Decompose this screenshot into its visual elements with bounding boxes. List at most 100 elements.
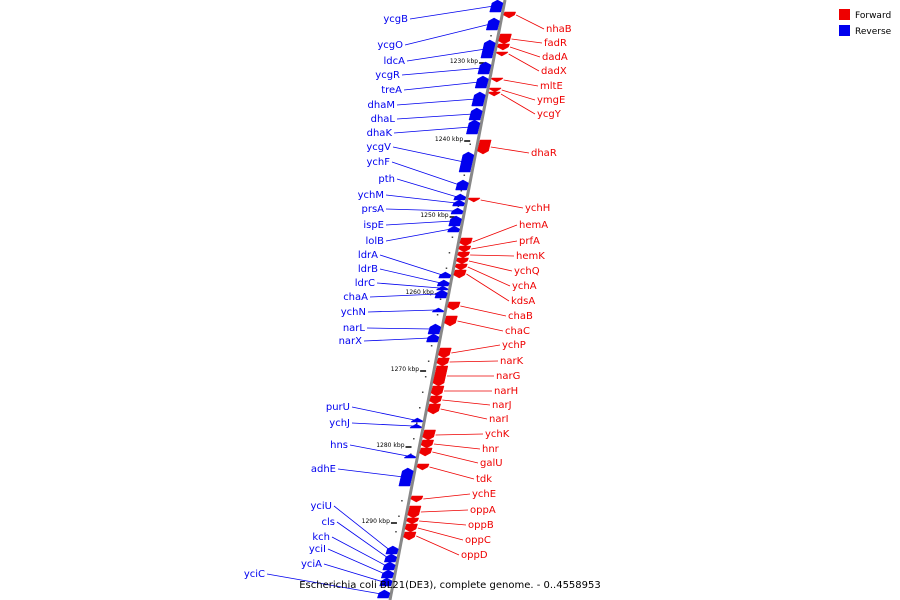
gene-label-ycgo[interactable]: ycgO xyxy=(377,40,403,51)
gene-label-prsa[interactable]: prsA xyxy=(361,204,384,215)
gene-block-ychf[interactable] xyxy=(455,179,469,191)
gene-label-puru[interactable]: purU xyxy=(326,402,350,413)
gene-block-ycii[interactable] xyxy=(380,569,395,579)
gene-block-dhak[interactable] xyxy=(465,119,481,135)
gene-label-galu[interactable]: galU xyxy=(480,458,503,469)
gene-block-prfa[interactable] xyxy=(458,245,472,253)
gene-block-chac[interactable] xyxy=(444,315,458,327)
gene-block-ychn[interactable] xyxy=(431,307,445,313)
gene-block-tdk[interactable] xyxy=(416,463,430,471)
gene-label-prfa[interactable]: prfA xyxy=(519,236,540,247)
gene-block-ycgr[interactable] xyxy=(477,61,492,75)
gene-label-nark[interactable]: narK xyxy=(500,356,524,367)
gene-label-dhar[interactable]: dhaR xyxy=(531,148,557,159)
gene-label-chaa[interactable]: chaA xyxy=(343,292,368,303)
gene-label-nari[interactable]: narI xyxy=(489,414,509,425)
gene-label-ycii[interactable]: yciI xyxy=(309,544,326,555)
gene-block-nhab[interactable] xyxy=(503,11,517,19)
gene-label-oppc[interactable]: oppC xyxy=(465,535,491,546)
gene-label-dhak[interactable]: dhaK xyxy=(367,128,393,139)
gene-label-pth[interactable]: pth xyxy=(378,174,395,185)
gene-block-yciu[interactable] xyxy=(385,545,399,555)
gene-block-dham[interactable] xyxy=(471,91,486,107)
gene-label-ychm[interactable]: ychM xyxy=(358,190,384,201)
gene-block-narl[interactable] xyxy=(427,323,442,335)
gene-block-trea[interactable] xyxy=(474,75,489,89)
gene-block-ycha[interactable] xyxy=(454,263,468,271)
gene-label-hns[interactable]: hns xyxy=(330,440,348,451)
gene-block-dhar[interactable] xyxy=(477,139,492,155)
gene-label-tdk[interactable]: tdk xyxy=(476,474,492,485)
gene-label-ychq[interactable]: ychQ xyxy=(514,266,540,277)
gene-label-hnr[interactable]: hnr xyxy=(482,444,500,455)
gene-label-yche[interactable]: ychE xyxy=(472,489,496,500)
gene-block-oppb[interactable] xyxy=(406,517,420,525)
gene-label-ychn[interactable]: ychN xyxy=(341,307,366,318)
gene-label-ycgy[interactable]: ycgY xyxy=(537,109,562,120)
gene-label-hemk[interactable]: hemK xyxy=(516,251,545,262)
gene-label-ychf[interactable]: ychF xyxy=(366,157,390,168)
gene-label-nhab[interactable]: nhaB xyxy=(546,24,572,35)
gene-label-ycia[interactable]: yciA xyxy=(301,559,322,570)
gene-block-hns[interactable] xyxy=(403,453,417,459)
gene-label-ldrc[interactable]: ldrC xyxy=(355,278,375,289)
gene-block-nari[interactable] xyxy=(427,403,441,415)
gene-label-chac[interactable]: chaC xyxy=(505,326,530,337)
gene-label-narl[interactable]: narL xyxy=(343,323,366,334)
gene-block-cls[interactable] xyxy=(383,553,398,563)
gene-label-ycic[interactable]: yciC xyxy=(244,569,265,580)
gene-label-mlte[interactable]: mltE xyxy=(540,81,563,92)
gene-block-ymge[interactable] xyxy=(488,87,502,93)
gene-block-dadx[interactable] xyxy=(495,51,509,57)
gene-label-ymge[interactable]: ymgE xyxy=(537,95,565,106)
gene-label-fadr[interactable]: fadR xyxy=(544,38,567,49)
gene-block-kch[interactable] xyxy=(382,561,396,571)
gene-label-yciu[interactable]: yciU xyxy=(310,501,332,512)
gene-block-narj[interactable] xyxy=(429,395,443,405)
gene-label-narg[interactable]: narG xyxy=(496,371,520,382)
gene-label-ycgv[interactable]: ycgV xyxy=(366,142,391,153)
gene-block-oppd[interactable] xyxy=(403,531,417,541)
gene-label-cls[interactable]: cls xyxy=(322,517,336,528)
gene-block-dhal[interactable] xyxy=(468,107,483,121)
gene-label-narx[interactable]: narX xyxy=(339,336,363,347)
gene-block-ycic[interactable] xyxy=(377,589,391,599)
gene-block-ychk[interactable] xyxy=(422,429,436,441)
gene-label-trea[interactable]: treA xyxy=(381,85,402,96)
gene-block-yche[interactable] xyxy=(410,495,424,503)
gene-block-dada[interactable] xyxy=(497,43,510,51)
gene-block-lolb[interactable] xyxy=(447,225,460,233)
gene-label-oppa[interactable]: oppA xyxy=(470,505,496,516)
gene-block-ycgb[interactable] xyxy=(489,0,504,13)
gene-block-narx[interactable] xyxy=(426,333,440,343)
gene-block-ycia[interactable] xyxy=(379,577,393,587)
gene-block-narh[interactable] xyxy=(430,385,445,397)
gene-block-ispe[interactable] xyxy=(448,215,462,227)
gene-label-ispe[interactable]: ispE xyxy=(363,220,384,231)
gene-label-chab[interactable]: chaB xyxy=(508,311,533,322)
gene-block-galu[interactable] xyxy=(419,447,433,457)
gene-block-ychh[interactable] xyxy=(467,197,481,203)
gene-label-ycgr[interactable]: ycgR xyxy=(375,70,400,81)
gene-label-adhe[interactable]: adhE xyxy=(311,464,336,475)
gene-block-hema[interactable] xyxy=(459,237,473,247)
gene-block-ycgy[interactable] xyxy=(488,91,501,97)
gene-label-dadx[interactable]: dadX xyxy=(541,66,567,77)
gene-label-ycha[interactable]: ychA xyxy=(512,281,537,292)
gene-block-ldra[interactable] xyxy=(438,271,452,279)
gene-label-ychp[interactable]: ychP xyxy=(502,340,526,351)
gene-label-ldrb[interactable]: ldrB xyxy=(358,264,378,275)
gene-label-dada[interactable]: dadA xyxy=(542,52,568,63)
gene-label-ychk[interactable]: ychK xyxy=(485,429,510,440)
gene-block-fadr[interactable] xyxy=(498,33,512,45)
gene-block-ldrc[interactable] xyxy=(435,285,449,291)
gene-block-ycgo[interactable] xyxy=(485,17,500,31)
gene-block-oppc[interactable] xyxy=(404,523,418,533)
gene-label-hema[interactable]: hemA xyxy=(519,220,548,231)
gene-label-dham[interactable]: dhaM xyxy=(368,100,395,111)
gene-block-oppa[interactable] xyxy=(407,505,422,519)
gene-block-hnr[interactable] xyxy=(420,439,435,449)
gene-block-kdsa[interactable] xyxy=(453,269,467,279)
gene-label-narj[interactable]: narJ xyxy=(492,400,512,411)
gene-label-oppd[interactable]: oppD xyxy=(461,550,488,561)
